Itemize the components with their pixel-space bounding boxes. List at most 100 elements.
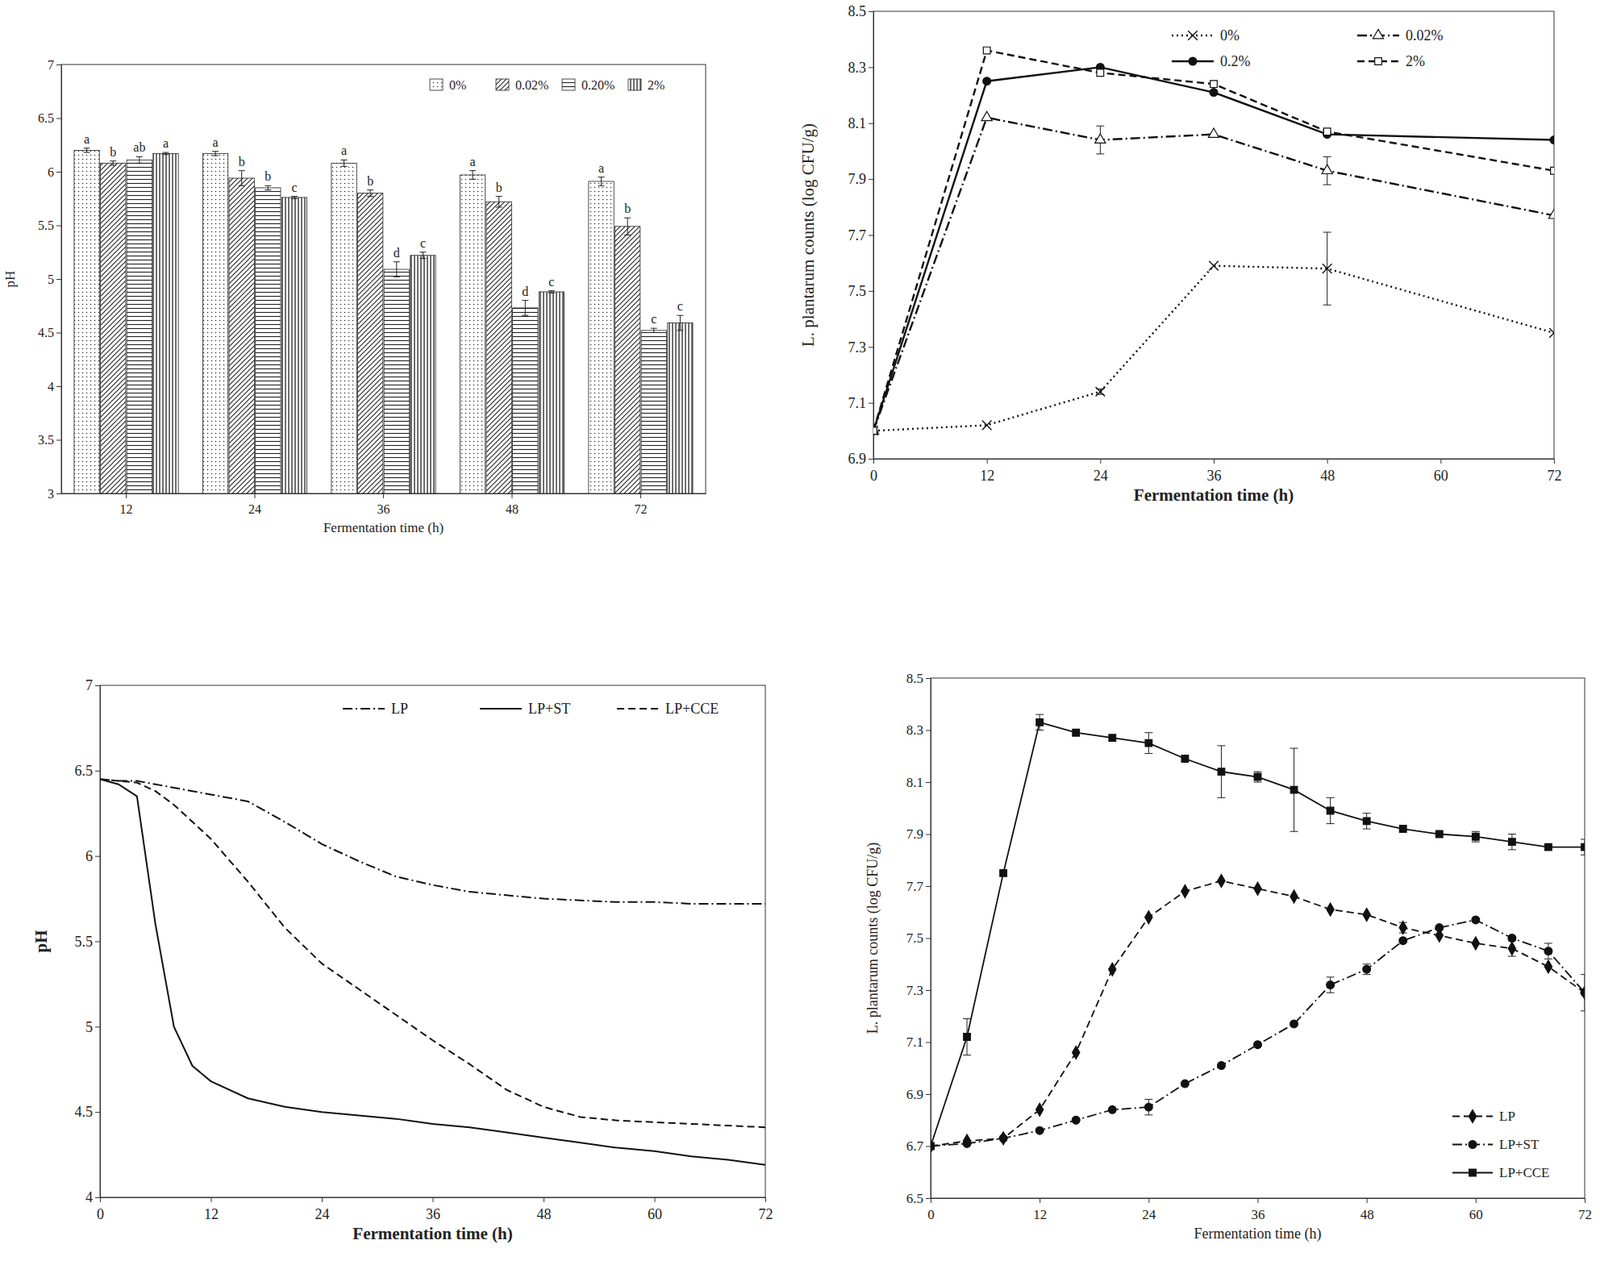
marker (1399, 921, 1407, 935)
legend-entry: LP (342, 700, 409, 717)
x-tick-label: 48 (537, 1206, 552, 1223)
y-axis-title: L. plantarum counts (log CFU/g) (798, 123, 818, 347)
y-tick-mark (95, 685, 100, 687)
marker (1145, 911, 1153, 925)
y-tick-mark (56, 118, 62, 120)
marker (873, 426, 878, 435)
error-bar (264, 185, 271, 190)
y-tick-mark (925, 938, 931, 940)
marker (982, 420, 992, 431)
y-tick-mark (868, 403, 874, 405)
marker (930, 1142, 935, 1151)
y-tick-mark (925, 834, 931, 836)
bar (126, 159, 152, 494)
legend-label: 0% (449, 78, 467, 92)
error-bar (1216, 745, 1225, 799)
bar-annotation: b (366, 174, 374, 188)
bar-annotation: a (162, 136, 169, 150)
x-tick-mark (654, 1197, 656, 1203)
x-tick: 12 (1033, 1198, 1047, 1223)
marker (999, 1134, 1008, 1143)
marker (1108, 734, 1117, 742)
bar (100, 162, 126, 494)
x-tick: 0 (96, 1197, 105, 1223)
y-tick-label: 6.5 (75, 762, 94, 780)
bar-annotation: b (109, 145, 117, 159)
error-bar (676, 315, 684, 331)
bar-annotation: b (624, 201, 631, 216)
legend-entry: 0.20% (562, 78, 615, 92)
figure-root: 122436487233.544.555.566.57Fermentation … (0, 0, 1600, 1261)
x-tick-mark (1100, 458, 1101, 464)
y-tick: 7.5 (906, 930, 931, 946)
error-bar (1580, 975, 1585, 1012)
marker (1290, 890, 1298, 904)
y-tick-label: 7 (47, 58, 55, 72)
marker (1508, 941, 1516, 955)
bar (459, 175, 485, 494)
y-tick-label: 7.5 (906, 930, 924, 946)
y-tick-label: 6.9 (848, 450, 867, 467)
error-bar (1362, 964, 1371, 975)
figure: 122436487233.544.555.566.57Fermentation … (0, 0, 1600, 1261)
x-tick-mark (1584, 1198, 1586, 1204)
legend-label: 2% (647, 78, 665, 92)
legend-label: LP (1499, 1108, 1516, 1125)
error-bar (521, 300, 529, 317)
marker (1399, 825, 1407, 834)
x-tick-label: 36 (1251, 1207, 1266, 1223)
bar (229, 178, 255, 494)
y-tick: 3 (47, 487, 62, 501)
y-tick: 5.5 (75, 933, 101, 950)
y-tick-mark (925, 782, 931, 784)
marker (1108, 1105, 1117, 1114)
x-tick: 48 (537, 1197, 552, 1223)
marker (1435, 924, 1444, 933)
marker (1188, 57, 1197, 66)
y-tick-mark (925, 1146, 931, 1148)
marker (1181, 884, 1189, 898)
y-tick-mark (95, 770, 100, 772)
marker (1471, 916, 1480, 925)
x-tick-mark (1366, 1198, 1368, 1204)
panel: 01224364860726.97.17.37.57.77.98.18.38.5… (798, 3, 1563, 505)
x-tick: 72 (758, 1197, 774, 1223)
marker (1290, 786, 1298, 794)
y-tick-label: 7.3 (906, 983, 924, 999)
x-tick: 12 (204, 1197, 219, 1223)
y-tick: 4 (47, 379, 62, 394)
y-tick: 6.7 (906, 1138, 931, 1155)
legend-entry: 2% (1357, 53, 1425, 70)
y-tick-label: 8.5 (906, 670, 924, 687)
y-tick-mark (56, 386, 62, 388)
error-bar (1326, 977, 1335, 993)
error-bar (469, 170, 476, 180)
y-tick: 5 (47, 272, 62, 287)
y-axis: 6.56.76.97.17.37.57.77.98.18.38.5 (906, 670, 932, 1207)
error-bar (1254, 771, 1263, 783)
y-tick-mark (95, 941, 100, 943)
marker (1362, 817, 1371, 825)
panel: 122436487233.544.555.566.57Fermentation … (2, 58, 707, 536)
legend-entry: LP+CCE (1452, 1165, 1550, 1181)
x-axis-title: Fermentation time (h) (1194, 1225, 1322, 1243)
y-tick-label: 6.9 (906, 1087, 924, 1103)
x-axis-title: Fermentation time (h) (1133, 485, 1294, 505)
bar-annotation: a (341, 143, 347, 158)
error-bar (1290, 748, 1299, 832)
y-tick: 8.1 (848, 115, 875, 132)
y-tick: 7.9 (906, 826, 931, 842)
bar (331, 162, 357, 494)
x-tick-mark (930, 1198, 932, 1204)
y-axis-line (873, 12, 875, 460)
x-tick-mark (125, 493, 127, 499)
marker (962, 1139, 971, 1148)
y-tick-label: 3.5 (37, 433, 55, 447)
x-tick-label: 60 (1469, 1207, 1484, 1223)
x-tick-mark (987, 458, 988, 464)
y-tick: 7 (85, 677, 100, 694)
marker (1035, 1126, 1044, 1135)
legend: LPLP+STLP+CCE (1452, 1108, 1550, 1181)
x-tick-label: 0 (927, 1207, 935, 1223)
legend-label: 0.20% (581, 78, 615, 92)
